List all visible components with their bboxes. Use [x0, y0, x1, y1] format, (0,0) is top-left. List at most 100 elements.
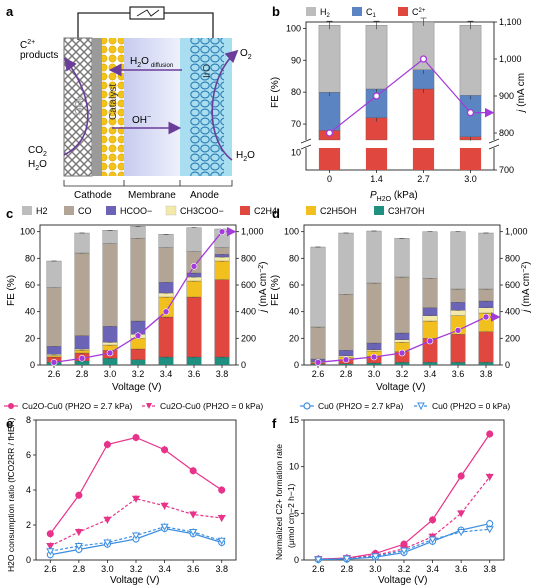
data-point	[75, 491, 83, 499]
legend-c2h4: C2H4	[254, 206, 277, 216]
ytick-label: 8	[26, 415, 31, 425]
h2o-diffusion-text: H2O diffusion	[130, 56, 173, 69]
y2tick-label: 600	[241, 280, 256, 290]
current-density-point	[314, 359, 322, 366]
xtick-label: 3.2	[132, 369, 145, 379]
bar-segment	[102, 326, 118, 343]
axis-break-mark	[488, 138, 500, 144]
legend-swatch-h2-cd	[22, 206, 32, 215]
anode-label: Anode	[190, 190, 219, 201]
ytick-label: 100	[286, 23, 301, 33]
legend-swatch-c2	[398, 7, 408, 16]
data-point	[457, 472, 465, 480]
ytick-label: 40	[289, 307, 299, 317]
power-supply-wave-icon	[136, 9, 160, 17]
bar-segment	[102, 230, 118, 244]
bar-segment	[130, 359, 146, 366]
panel-cd-legend: H2 CO HCOO− CH3COO− C2H4 C2H5OH C3H7OH	[22, 205, 425, 216]
ytick-label: 40	[25, 307, 35, 317]
bar-segment	[450, 288, 466, 303]
y2tick-label: 1,000	[241, 227, 264, 237]
xtick-label: 2.8	[76, 369, 89, 379]
bar-segment	[130, 226, 146, 239]
current-density-point	[190, 263, 198, 270]
bar-segment	[394, 238, 410, 278]
panel-d-label: d	[272, 206, 280, 221]
data-point	[485, 526, 494, 534]
ytick-label: 0	[294, 555, 299, 565]
ytick-label: 0	[294, 360, 299, 370]
bar-segment	[158, 234, 174, 248]
bar-segment	[422, 362, 438, 366]
y2tick-label: 1,000	[505, 227, 528, 237]
xtick-label: 3.8	[483, 564, 496, 574]
ytick-label: 100	[20, 227, 35, 237]
data-point	[371, 553, 380, 561]
y2tick-label: 1,000	[499, 54, 522, 64]
ytick-label: 20	[289, 333, 299, 343]
bar-segment	[310, 326, 326, 360]
bar-segment	[186, 296, 202, 358]
y2tick-label: 800	[499, 128, 514, 138]
panel-f-legend: Cu0 (PH2O = 2.7 kPa) Cu0 (PH2O = 0 kPa)	[300, 401, 510, 411]
bar-segment	[459, 25, 482, 96]
o2-text: O2	[240, 48, 252, 61]
xtick-label: 2.6	[48, 369, 61, 379]
bar-segment	[422, 278, 438, 308]
ytick-label: 15	[289, 415, 299, 425]
xtick-label: 2.8	[340, 369, 353, 379]
legend-c3h7oh: C3H7OH	[388, 206, 425, 216]
y2tick-label: 0	[505, 360, 510, 370]
xtick-label: 3.0	[464, 174, 477, 184]
bar-segment	[366, 342, 382, 350]
panel-b-chart: b H2 C1 C2+ 100 90 80 70 10 1,100 1,000 900 800 7…	[270, 4, 527, 203]
bar-segment	[450, 362, 466, 366]
xtick-label: 2.7	[417, 174, 430, 184]
legend-marker-f2	[417, 402, 425, 411]
legend-swatch-c1	[352, 7, 362, 16]
current-density-point	[162, 308, 170, 315]
bar-segment	[158, 292, 174, 298]
ytick-label: 80	[25, 253, 35, 263]
current-density-point	[372, 92, 381, 100]
current-density-point	[78, 355, 86, 362]
data-point	[131, 495, 141, 503]
legend-e1: Cu2O-Cu0 (PH2O = 2.7 kPa)	[22, 401, 132, 411]
bar-segment	[74, 232, 90, 254]
ytick-label: 4	[26, 485, 31, 495]
bar-segment	[412, 88, 435, 141]
legend-h2-cd: H2	[36, 206, 48, 216]
bar-segment	[450, 302, 466, 311]
ytick-label: 100	[284, 227, 299, 237]
y2tick-label: 600	[505, 280, 520, 290]
panel-a-schematic: a GDL Catalyst IrO C2+ products CO2 H2O H2…	[6, 4, 255, 201]
current-density-point	[466, 109, 475, 117]
ytick-label: 0	[30, 360, 35, 370]
bar-segment	[102, 358, 118, 366]
bar-segment	[46, 287, 62, 347]
current-density-point	[325, 129, 334, 137]
data-point	[486, 430, 494, 438]
panel-f-label: f	[272, 416, 277, 431]
xtick-label: 3.2	[130, 564, 143, 574]
bar-segment	[478, 288, 494, 302]
bar-segment	[366, 230, 382, 284]
bar-segment	[394, 332, 410, 340]
ytick-label: 5	[294, 508, 299, 518]
panel-e-xlabel: Voltage (V)	[110, 575, 159, 586]
panel-d-ylabel: FE (%)	[270, 275, 281, 306]
panel-f-ylabel: Normalized C2+ formation rate	[274, 444, 284, 560]
bar-segment-bottom	[412, 148, 435, 170]
xtick-label: 2.8	[341, 564, 354, 574]
bar-segment-bottom	[459, 148, 482, 170]
ytick-label: 10	[289, 462, 299, 472]
current-density-point	[50, 359, 58, 366]
bar-segment	[394, 362, 410, 366]
bar-segment	[310, 246, 326, 328]
xtick-label: 2.6	[44, 564, 57, 574]
legend-swatch-hcoo	[106, 206, 116, 215]
current-density-point	[482, 313, 490, 321]
current-density-point	[398, 349, 406, 357]
bar-segment	[422, 315, 438, 322]
